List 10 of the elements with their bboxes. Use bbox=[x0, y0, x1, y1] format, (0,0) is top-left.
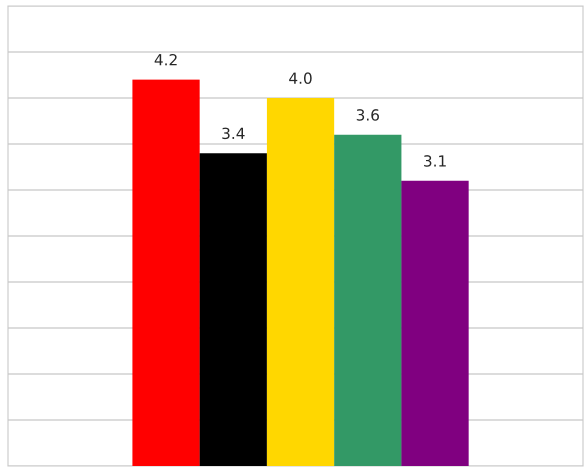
bar bbox=[401, 180, 469, 466]
data-label: 4.2 bbox=[154, 54, 177, 66]
data-label: 3.6 bbox=[356, 109, 379, 121]
bar bbox=[334, 134, 402, 466]
data-label: 3.4 bbox=[222, 128, 245, 140]
data-label: 4.0 bbox=[289, 72, 312, 84]
bar bbox=[266, 98, 334, 466]
data-label: 3.1 bbox=[424, 155, 446, 167]
bar bbox=[200, 153, 267, 466]
bar bbox=[132, 80, 200, 466]
